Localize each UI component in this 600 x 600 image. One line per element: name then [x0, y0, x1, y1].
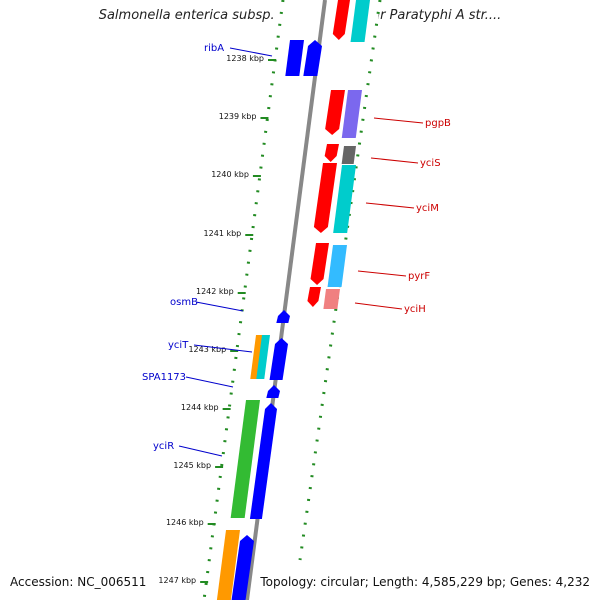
scale-tick-label: 1242 kbp	[196, 287, 234, 296]
right-gene-connector	[355, 303, 402, 309]
left-gene-connector	[186, 377, 233, 387]
right-gene-label: pgpB	[425, 118, 451, 129]
right-gene-label: pyrF	[408, 271, 430, 282]
right-gene-label: yciS	[420, 158, 441, 169]
left-gene-connector	[179, 446, 222, 456]
right-gene-connector	[374, 118, 423, 123]
gene-block-yciH-pink	[323, 289, 340, 309]
right-gene-connector	[366, 203, 414, 208]
left-gene-connector	[196, 302, 243, 311]
map-tracks	[204, 0, 380, 600]
accession-text: Accession: NC_006511	[10, 575, 146, 589]
gene-block-yciS-grey	[342, 146, 356, 164]
left-gene-label: ribA	[204, 43, 224, 54]
scale-tick-label: 1240 kbp	[211, 170, 249, 179]
left-gene-label: osmB	[170, 297, 198, 308]
scale-tick-label: 1247 kbp	[158, 576, 196, 585]
right-gene-label: yciH	[404, 304, 426, 315]
scale-tick-label: 1246 kbp	[166, 518, 204, 527]
scale-tick-label: 1239 kbp	[219, 112, 257, 121]
left-gene-label: yciR	[153, 441, 174, 452]
right-gene-connector	[358, 271, 406, 276]
left-gene-label: yciT	[168, 340, 189, 351]
genome-map: 1238 kbp 1239 kbp 1240 kbp 1241 kbp 1242 kbp…	[0, 0, 600, 600]
right-gene-connector	[371, 158, 418, 163]
scale-tick-label: 1241 kbp	[204, 229, 242, 238]
right-gene-label: yciM	[416, 203, 439, 214]
scale-tick-label: 1238 kbp	[226, 54, 264, 63]
scale-tick-label: 1244 kbp	[181, 403, 219, 412]
left-gene-label: SPA1173	[142, 372, 186, 383]
scale-tick-label: 1245 kbp	[173, 461, 211, 470]
right-gene-labels: pgpB yciS yciM pyrF yciH	[355, 118, 451, 315]
genome-summary-text: Topology: circular; Length: 4,585,229 bp…	[260, 575, 590, 589]
